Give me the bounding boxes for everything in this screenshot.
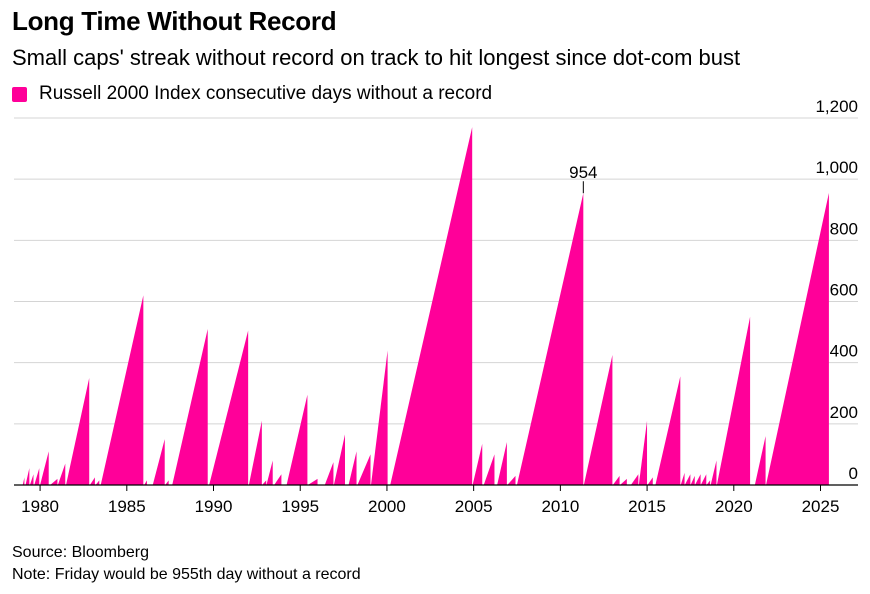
streak-area <box>706 480 711 485</box>
source-note: Source: Bloomberg <box>12 544 149 561</box>
x-tick-label: 2000 <box>368 497 406 516</box>
streak-area <box>357 454 371 485</box>
x-tick-label: 2025 <box>802 497 840 516</box>
streak-area <box>209 330 249 485</box>
streak-area <box>619 478 627 485</box>
streak-area <box>144 480 147 485</box>
streak-area <box>710 460 717 485</box>
y-tick-label: 0 <box>849 464 858 483</box>
streak-area <box>324 462 334 485</box>
streak-area <box>266 460 273 485</box>
x-tick-label: 1980 <box>21 497 59 516</box>
streak-area <box>348 451 357 485</box>
streak-area <box>612 475 620 485</box>
x-tick-label: 1995 <box>281 497 319 516</box>
y-tick-label: 600 <box>830 281 858 300</box>
streak-area <box>638 420 648 485</box>
streak-area <box>684 474 691 485</box>
streak-area <box>694 474 701 485</box>
streak-area <box>25 468 30 485</box>
y-tick-label: 1,000 <box>815 158 858 177</box>
streak-area <box>29 474 34 485</box>
y-axis: 0 200 400 600 800 1,000 1,200 <box>815 97 858 483</box>
annotations: 954 <box>569 163 598 194</box>
streak-area <box>390 127 473 486</box>
streak-area <box>248 420 262 485</box>
streak-area <box>716 316 751 485</box>
streak-area <box>100 295 144 485</box>
streak-area <box>152 439 165 485</box>
streak-area <box>483 454 495 485</box>
x-tick-label: 2020 <box>715 497 753 516</box>
chart-title: Long Time Without Record <box>12 6 337 36</box>
x-tick-label: 1990 <box>195 497 233 516</box>
streak-area <box>630 474 639 485</box>
streak-area <box>172 329 208 485</box>
streak-area <box>333 434 345 485</box>
streak-area <box>507 475 516 485</box>
streak-area <box>89 477 95 485</box>
x-axis: 1980 1985 1990 1995 2000 2005 2010 2015 2020 2025 <box>14 484 858 516</box>
streak-area <box>165 480 169 485</box>
streak-area <box>66 377 90 485</box>
streak-area <box>766 192 829 485</box>
y-tick-label: 1,200 <box>815 97 858 116</box>
legend-swatch <box>12 86 27 102</box>
streak-area <box>34 468 40 485</box>
streak-area <box>274 474 282 485</box>
chart-legend: Russell 2000 Index consecutive days with… <box>12 83 492 105</box>
streak-area <box>286 394 308 485</box>
streak-area <box>370 350 388 485</box>
streak-area <box>262 480 267 485</box>
streak-area <box>680 472 685 485</box>
annotation-label: 954 <box>569 163 597 182</box>
streak-area <box>583 355 613 485</box>
y-tick-label: 200 <box>830 403 858 422</box>
y-tick-label: 400 <box>830 342 858 361</box>
series-area <box>22 127 829 486</box>
streak-area <box>690 475 695 485</box>
footnote: Note: Friday would be 955th day without … <box>12 566 361 583</box>
legend-label: Russell 2000 Index consecutive days with… <box>39 83 493 104</box>
streak-area <box>516 193 584 486</box>
streak-area <box>50 478 58 485</box>
x-tick-label: 2005 <box>455 497 493 516</box>
streak-area <box>40 451 49 485</box>
x-tick-label: 1985 <box>108 497 146 516</box>
y-tick-label: 800 <box>830 219 858 238</box>
x-tick-label: 2015 <box>628 497 666 516</box>
chart-subtitle: Small caps' streak without record on tra… <box>12 45 741 70</box>
streak-area <box>57 463 66 485</box>
streak-area <box>472 443 483 485</box>
streak-area <box>655 376 681 485</box>
streak-area <box>22 477 25 485</box>
streak-area <box>307 478 318 485</box>
x-tick-label: 2010 <box>541 497 579 516</box>
streak-area <box>700 474 707 485</box>
streak-area <box>497 442 507 485</box>
streak-area <box>95 480 100 485</box>
streak-area <box>647 477 653 485</box>
streak-area <box>754 436 766 485</box>
